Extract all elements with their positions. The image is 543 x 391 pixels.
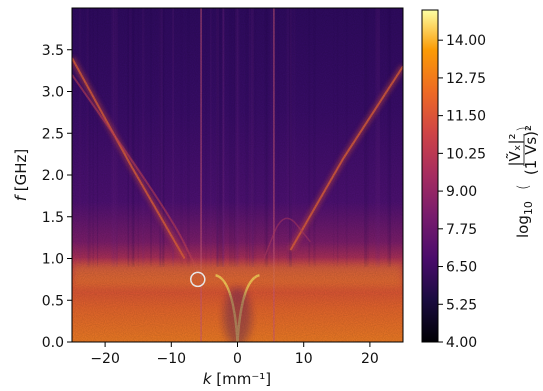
x-tick-label: 10: [295, 351, 313, 367]
y-tick-label: 3.0: [42, 85, 64, 101]
x-tick-label: 20: [361, 351, 379, 367]
colorbar-ticks: 4.00 5.25 6.50 7.75 9.00 10.25 11.50 12.75 14.00: [438, 33, 486, 351]
colorbar-tick-label: 10.25: [446, 146, 486, 162]
y-tick-label: 3.5: [42, 43, 64, 59]
colorbar-tick-label: 6.50: [446, 260, 477, 276]
colorbar-tick-label: 4.00: [446, 335, 477, 351]
y-tick-label: 1.0: [42, 252, 64, 268]
colorbar: 4.00 5.25 6.50 7.75 9.00 10.25 11.50 12.75 14.00…: [421, 9, 540, 351]
colorbar-tick-label: 9.00: [446, 184, 477, 200]
y-tick-label: 0.5: [42, 293, 64, 309]
colorbar-tick-label: 12.75: [446, 71, 486, 87]
y-tick-label: 0.0: [42, 335, 64, 351]
colorbar-gradient: [421, 9, 439, 343]
x-axis-ticks: −20 −10 0 10 20: [90, 342, 379, 367]
svg-text:): ): [514, 126, 532, 132]
heatmap-noise: [72, 8, 403, 342]
heatmap-plot-area: [72, 8, 403, 342]
svg-text:(: (: [514, 184, 532, 190]
colorbar-tick-label: 14.00: [446, 33, 486, 49]
colorbar-label: log10 ( |Ṽₓ|² (1 Vs)² ): [505, 125, 540, 238]
x-tick-label: 0: [233, 351, 242, 367]
x-tick-label: −20: [90, 351, 120, 367]
y-axis-label: f [GHz]: [12, 149, 30, 202]
x-tick-label: −10: [157, 351, 187, 367]
y-tick-label: 2.0: [42, 168, 64, 184]
x-axis-label: k [mm⁻¹]: [203, 370, 271, 388]
colorbar-tick-label: 11.50: [446, 109, 486, 125]
colorbar-tick-label: 5.25: [446, 297, 477, 313]
colorbar-tick-label: 7.75: [446, 222, 477, 238]
svg-text:(1 Vs)²: (1 Vs)²: [522, 125, 540, 175]
y-tick-label: 2.5: [42, 126, 64, 142]
y-axis-ticks: 0.0 0.5 1.0 1.5 2.0 2.5 3.0 3.5: [42, 43, 72, 351]
svg-text:log10: log10: [514, 201, 535, 238]
svg-text:|Ṽₓ|²: |Ṽₓ|²: [505, 133, 524, 166]
y-tick-label: 1.5: [42, 210, 64, 226]
